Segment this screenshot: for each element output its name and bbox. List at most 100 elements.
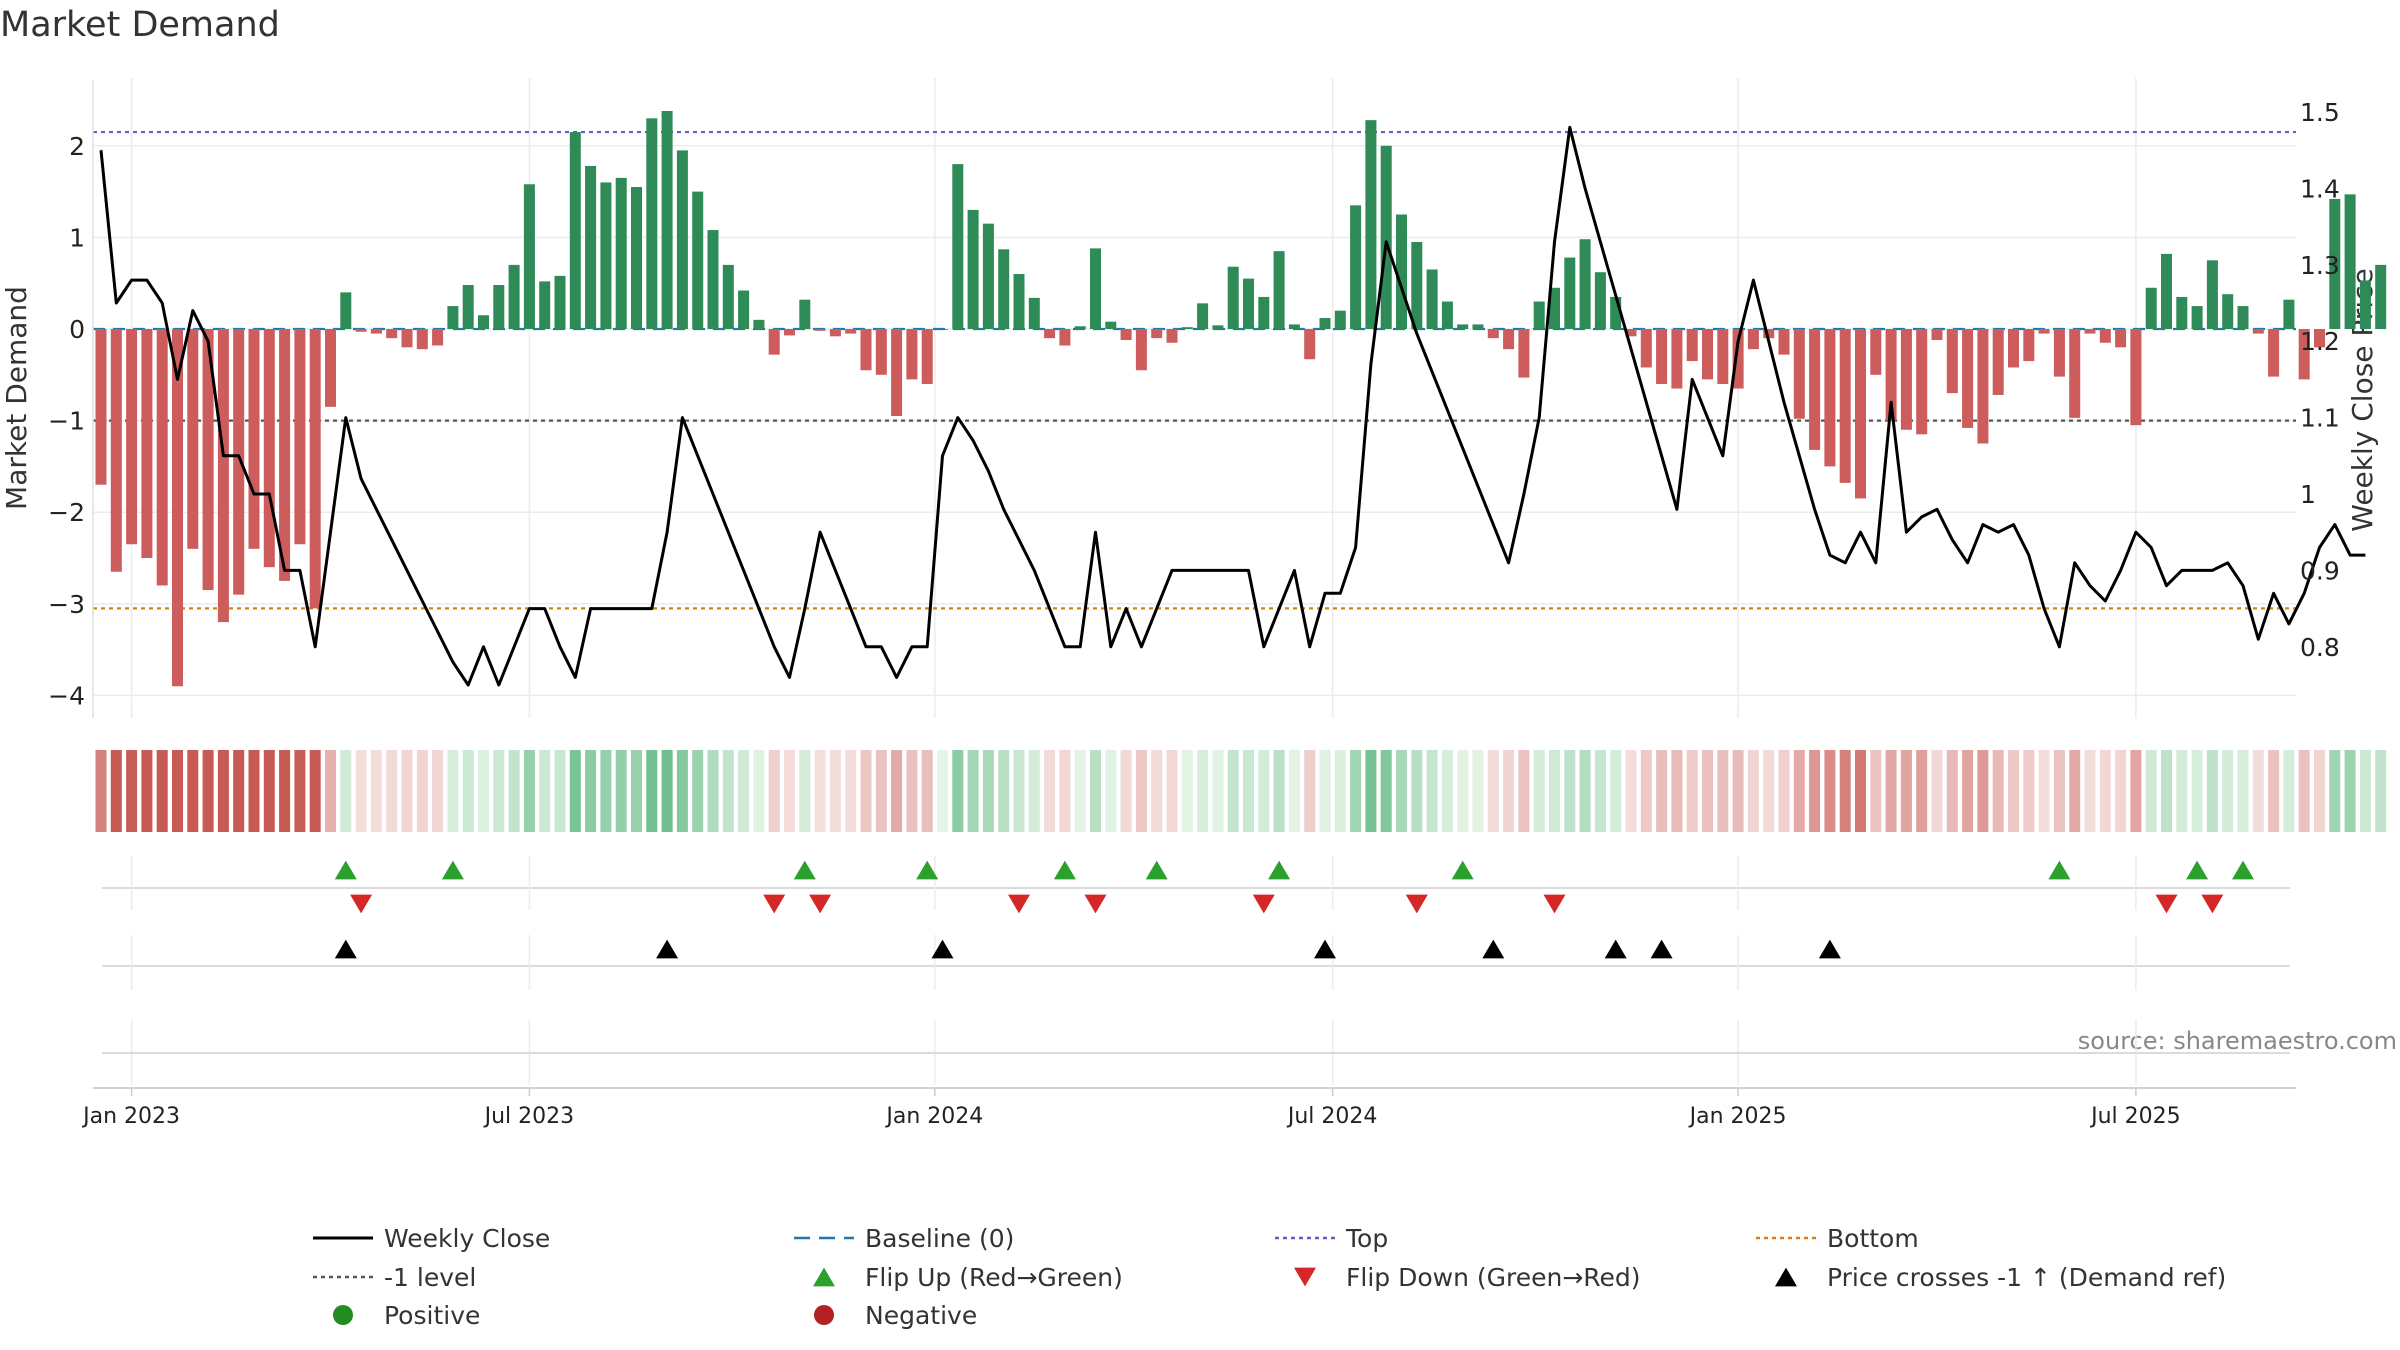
negative-bar	[2252, 329, 2264, 334]
negative-bar	[370, 329, 382, 334]
positive-bar	[1564, 257, 1576, 329]
heat-cell	[2298, 750, 2310, 832]
heat-cell	[2222, 750, 2234, 832]
source-note: source: sharemaestro.com	[2078, 1027, 2397, 1055]
flip-down-marker	[1405, 894, 1428, 914]
flip-up-marker	[334, 860, 357, 880]
flip-down-marker	[2155, 894, 2178, 914]
heat-cell	[2130, 750, 2142, 832]
heat-cell	[753, 750, 765, 832]
positive-bar	[692, 191, 704, 329]
positive-bar	[1028, 297, 1040, 329]
heat-cell	[1503, 750, 1515, 832]
heat-cell	[1839, 750, 1851, 832]
x-tick-label: Jan 2024	[884, 1104, 983, 1129]
negative-bar	[2099, 329, 2111, 343]
heat-cell	[1441, 750, 1453, 832]
positive-bar	[676, 150, 688, 329]
axis-ticks: 2 1 0 −1 −2 −3 −4 1.5 1.4 1.3 1.2 1.1 1 0.9 0.8	[48, 80, 2340, 718]
heat-cell	[692, 750, 704, 832]
y-tick-label: 0	[69, 315, 85, 344]
legend-swatch-dot	[333, 1305, 353, 1325]
negative-bar	[156, 329, 168, 586]
negative-bar	[1977, 329, 1989, 444]
heat-cell	[829, 750, 841, 832]
positive-bar	[585, 165, 597, 329]
heat-cell	[860, 750, 872, 832]
positive-bar	[2375, 264, 2387, 329]
positive-bar	[2359, 280, 2371, 329]
flip-up-marker	[441, 860, 464, 880]
heat-cell	[447, 750, 459, 832]
heat-cell	[95, 750, 107, 832]
y2-tick-label: 0.9	[2300, 556, 2340, 585]
positive-bar	[1089, 248, 1102, 329]
heat-cell	[1885, 750, 1897, 832]
heat-cell	[1227, 750, 1239, 832]
heat-cell	[1304, 750, 1316, 832]
heat-cell	[1166, 750, 1178, 832]
positive-bar	[722, 264, 734, 329]
flip-down-marker	[1252, 894, 1275, 914]
negative-bar	[1931, 329, 1943, 340]
y-axis-label: Market Demand	[0, 286, 33, 510]
heat-cell	[1135, 750, 1147, 832]
heat-cell	[1395, 750, 1408, 832]
heat-cell	[1273, 750, 1285, 832]
negative-bar	[324, 329, 337, 407]
heat-cell	[783, 750, 796, 832]
heat-cell	[508, 750, 520, 832]
y-tick-label: −2	[48, 498, 85, 527]
heat-cell	[1089, 750, 1102, 832]
negative-bar	[432, 329, 444, 346]
positive-bar	[2206, 260, 2218, 329]
heat-cell	[1701, 750, 1714, 832]
positive-bar	[952, 164, 964, 329]
negative-bar	[1686, 329, 1698, 362]
negative-bar	[2298, 329, 2310, 380]
heat-cell	[906, 750, 918, 832]
heat-cell	[355, 750, 367, 832]
negative-bar	[1854, 329, 1867, 499]
heat-cell	[1625, 750, 1637, 832]
heat-cell	[2252, 750, 2264, 832]
cross-marker	[1650, 939, 1673, 959]
heat-cell	[738, 750, 750, 832]
heat-cell	[569, 750, 581, 832]
positive-bar	[1610, 296, 1622, 329]
positive-bar	[2283, 299, 2295, 329]
heat-cell	[845, 750, 857, 832]
heat-cell	[110, 750, 122, 832]
positive-bar	[2329, 198, 2341, 329]
heat-cell	[2007, 750, 2020, 832]
y2-tick-label: 1.3	[2300, 251, 2340, 280]
negative-bar	[1885, 329, 1897, 421]
positive-bar	[2344, 194, 2356, 329]
legend-swatch-triangle-up	[813, 1267, 835, 1287]
chart-title: Market Demand	[0, 5, 280, 45]
heat-cell	[1916, 750, 1928, 832]
legend-label: Negative	[865, 1301, 977, 1330]
cross-markers-panel	[102, 935, 2290, 990]
heat-cell	[248, 750, 260, 832]
x-tick-label: Jul 2023	[483, 1104, 575, 1129]
negative-bar	[1793, 329, 1805, 419]
heat-cell	[2237, 750, 2249, 832]
negative-bar	[768, 329, 780, 355]
negative-bar	[783, 329, 796, 336]
y2-tick-label: 1.5	[2300, 98, 2340, 127]
heat-cell	[875, 750, 887, 832]
heat-cell	[1120, 750, 1132, 832]
heat-cell	[2176, 750, 2188, 832]
heat-cell	[768, 750, 780, 832]
positive-bar	[2222, 294, 2234, 329]
positive-bar	[707, 230, 719, 329]
negative-bar	[875, 329, 887, 375]
heat-cell	[952, 750, 964, 832]
negative-bar	[1916, 329, 1928, 435]
positive-bar	[1350, 205, 1362, 329]
demand-heat-strip	[95, 750, 2387, 832]
positive-bar	[508, 264, 520, 329]
heat-cell	[2099, 750, 2111, 832]
heat-cell	[799, 750, 811, 832]
